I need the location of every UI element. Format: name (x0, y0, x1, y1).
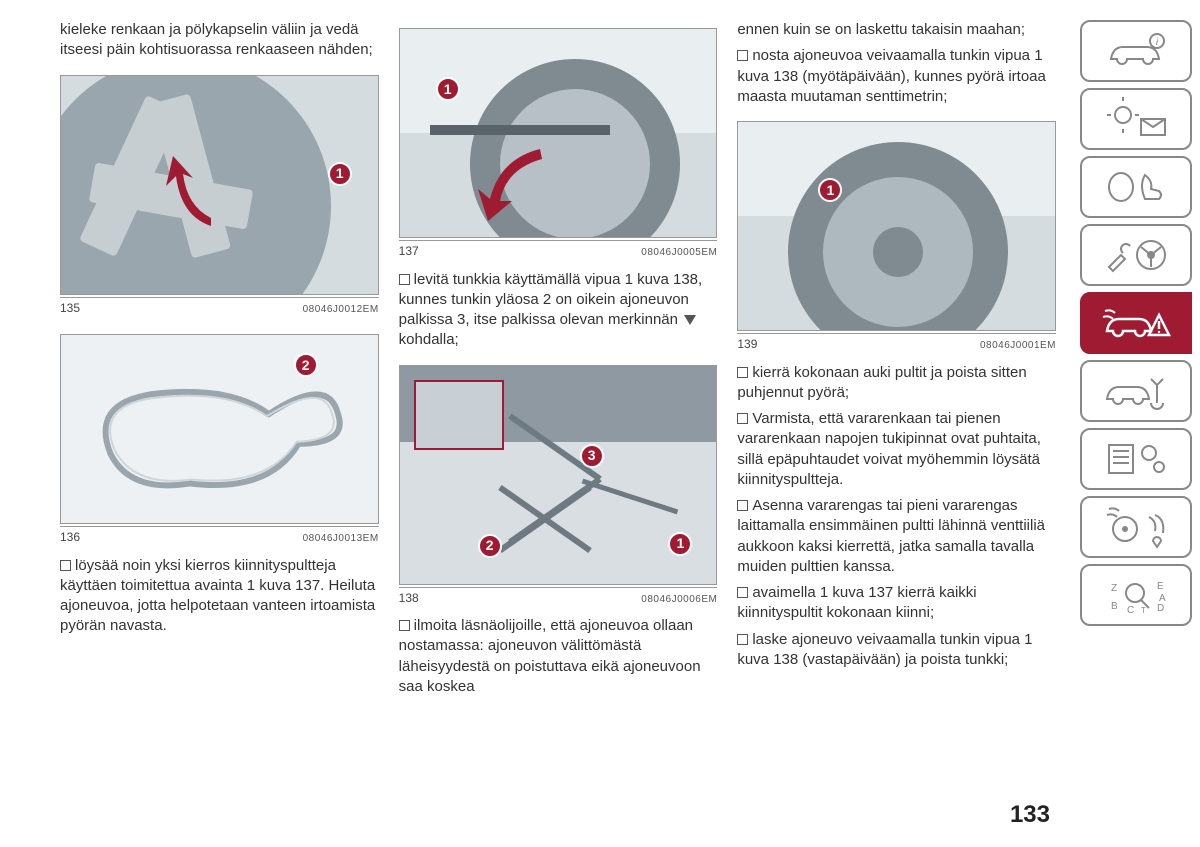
media-location-icon (1101, 505, 1171, 549)
tab-maintenance[interactable] (1080, 360, 1192, 422)
tab-specifications[interactable] (1080, 428, 1192, 490)
para: kierrä kokonaan auki pultit ja poista si… (737, 363, 1056, 404)
figure-caption: 136 08046J0013EM (60, 526, 379, 546)
tab-multimedia[interactable] (1080, 496, 1192, 558)
figure-number: 137 (399, 243, 419, 259)
column-middle: 1 137 08046J0005EM levitä tunkkia käyttä… (399, 20, 718, 827)
triangle-icon (684, 315, 696, 325)
column-left: kieleke renkaan ja pölykapselin väliin j… (60, 20, 379, 827)
para-text: Varmista, että vararenkaan tai pienen va… (737, 410, 1041, 488)
figure-number: 136 (60, 529, 80, 545)
callout-1: 1 (668, 532, 692, 556)
tab-vehicle-info[interactable]: i (1080, 20, 1192, 82)
para-text: kierrä kokonaan auki pultit ja poista si… (737, 364, 1026, 401)
para-text: levitä tunkkia käyttämällä vipua 1 kuva … (399, 271, 703, 329)
arrow-icon (151, 136, 231, 236)
light-envelope-icon (1101, 97, 1171, 141)
bullet-icon (737, 500, 748, 511)
para: ennen kuin se on laskettu takaisin maaha… (737, 20, 1056, 40)
para: ilmoita läsnäolijoille, että ajoneuvoa o… (399, 616, 718, 697)
figure-code: 08046J0006EM (641, 593, 717, 607)
figure-caption: 138 08046J0006EM (399, 587, 718, 607)
wire-illustration (61, 335, 378, 523)
figure-number: 138 (399, 590, 419, 606)
page-number: 133 (1010, 801, 1050, 829)
figure-136: 2 (60, 334, 379, 524)
car-tools-icon (1101, 369, 1171, 413)
figure-code: 08046J0005EM (641, 246, 717, 260)
para-text: löysää noin yksi kierros kiinnityspultte… (60, 557, 375, 635)
figure-138: 1 2 3 (399, 365, 718, 585)
svg-text:C: C (1127, 605, 1134, 616)
figure-number: 139 (737, 336, 757, 352)
callout-3: 3 (580, 444, 604, 468)
para: nosta ajoneuvoa veivaamalla tunkin vipua… (737, 46, 1056, 107)
arrow-icon (470, 139, 570, 229)
airbag-seat-icon (1101, 165, 1171, 209)
para: levitä tunkkia käyttämällä vipua 1 kuva … (399, 270, 718, 351)
car-info-icon: i (1101, 29, 1171, 73)
svg-text:D: D (1157, 603, 1164, 614)
svg-text:E: E (1157, 581, 1164, 592)
figure-code: 08046J0012EM (303, 303, 379, 317)
para-text: kohdalla; (399, 331, 459, 348)
bullet-icon (737, 367, 748, 378)
tab-index[interactable]: Z B C T E A D (1080, 564, 1192, 626)
bullet-icon (737, 634, 748, 645)
callout-1: 1 (328, 162, 352, 186)
para-text: nosta ajoneuvoa veivaamalla tunkin vipua… (737, 47, 1046, 105)
figure-code: 08046J0001EM (980, 339, 1056, 353)
para: löysää noin yksi kierros kiinnityspultte… (60, 556, 379, 637)
figure-caption: 139 08046J0001EM (737, 333, 1056, 353)
tab-safety-seats[interactable] (1080, 156, 1192, 218)
svg-text:i: i (1156, 37, 1159, 48)
figure-caption: 137 08046J0005EM (399, 240, 718, 260)
key-wheel-icon (1101, 233, 1171, 277)
figure-code: 08046J0013EM (303, 532, 379, 546)
para: Asenna vararengas tai pieni vararengas l… (737, 496, 1056, 577)
column-right: ennen kuin se on laskettu takaisin maaha… (737, 20, 1056, 827)
para: Varmista, että vararenkaan tai pienen va… (737, 409, 1056, 490)
para-text: ilmoita läsnäolijoille, että ajoneuvoa o… (399, 617, 701, 695)
callout-2: 2 (478, 534, 502, 558)
figure-caption: 135 08046J0012EM (60, 297, 379, 317)
bullet-icon (737, 413, 748, 424)
para: laske ajoneuvo veivaamalla tunkin vipua … (737, 630, 1056, 671)
bullet-icon (60, 560, 71, 571)
svg-text:B: B (1111, 601, 1118, 612)
para-text: laske ajoneuvo veivaamalla tunkin vipua … (737, 631, 1032, 668)
para: kieleke renkaan ja pölykapselin väliin j… (60, 20, 379, 61)
list-gears-icon (1101, 437, 1171, 481)
para-text: avaimella 1 kuva 137 kierrä kaikki kiinn… (737, 584, 976, 621)
callout-1: 1 (436, 77, 460, 101)
bullet-icon (737, 587, 748, 598)
para: avaimella 1 kuva 137 kierrä kaikki kiinn… (737, 583, 1056, 624)
tab-starting-driving[interactable] (1080, 224, 1192, 286)
bullet-icon (399, 620, 410, 631)
car-warning-icon (1101, 301, 1171, 345)
para-text: Asenna vararengas tai pieni vararengas l… (737, 497, 1045, 575)
bullet-icon (737, 50, 748, 61)
svg-text:Z: Z (1111, 583, 1117, 594)
svg-text:T: T (1141, 606, 1146, 615)
section-tabs: i Z B C T E A (1076, 0, 1200, 847)
figure-137: 1 (399, 28, 718, 238)
tab-emergency[interactable] (1080, 292, 1192, 354)
callout-2: 2 (294, 353, 318, 377)
figure-135: 1 (60, 75, 379, 295)
figure-139: 1 (737, 121, 1056, 331)
tab-lights-messages[interactable] (1080, 88, 1192, 150)
alpha-search-icon: Z B C T E A D (1101, 573, 1171, 617)
figure-number: 135 (60, 300, 80, 316)
bullet-icon (399, 274, 410, 285)
